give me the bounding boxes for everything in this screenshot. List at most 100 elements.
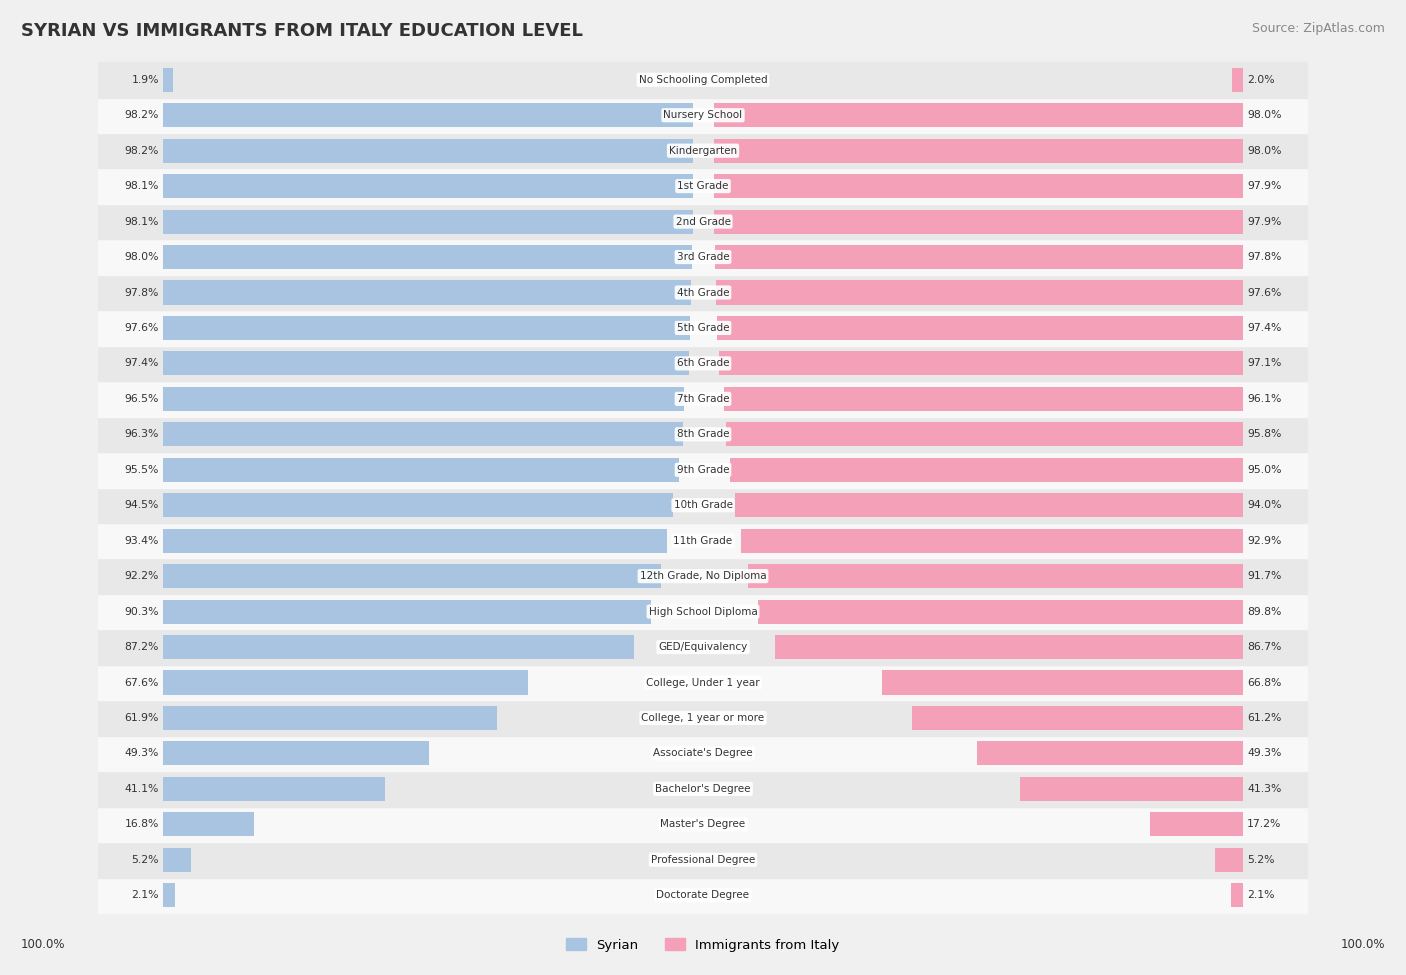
Text: 96.5%: 96.5% — [125, 394, 159, 404]
Text: 89.8%: 89.8% — [1247, 606, 1281, 616]
Bar — [98, 523, 1308, 559]
Bar — [775, 635, 1243, 659]
Bar — [98, 310, 1308, 346]
Bar — [714, 138, 1243, 163]
Text: 95.0%: 95.0% — [1247, 465, 1282, 475]
Text: 97.4%: 97.4% — [1247, 323, 1281, 332]
Bar — [98, 416, 1308, 452]
Bar — [98, 629, 1308, 665]
Bar — [163, 635, 634, 659]
Text: 98.1%: 98.1% — [125, 181, 159, 191]
Bar — [163, 883, 174, 908]
Text: 4th Grade: 4th Grade — [676, 288, 730, 297]
Text: 17.2%: 17.2% — [1247, 819, 1281, 830]
Bar — [730, 457, 1243, 482]
Bar — [163, 387, 685, 410]
Text: College, 1 year or more: College, 1 year or more — [641, 713, 765, 722]
Text: 94.5%: 94.5% — [125, 500, 159, 510]
Text: 11th Grade: 11th Grade — [673, 535, 733, 546]
Text: 97.1%: 97.1% — [1247, 359, 1281, 369]
Text: 98.0%: 98.0% — [1247, 110, 1282, 120]
Bar — [714, 210, 1243, 234]
Text: 5th Grade: 5th Grade — [676, 323, 730, 332]
Text: 96.3%: 96.3% — [125, 429, 159, 440]
Text: 10th Grade: 10th Grade — [673, 500, 733, 510]
Text: 5.2%: 5.2% — [1247, 855, 1275, 865]
Bar — [163, 245, 692, 269]
Text: 95.8%: 95.8% — [1247, 429, 1281, 440]
Text: Kindergarten: Kindergarten — [669, 145, 737, 156]
Bar — [1019, 777, 1243, 800]
Text: 90.3%: 90.3% — [124, 606, 159, 616]
Text: 12th Grade, No Diploma: 12th Grade, No Diploma — [640, 571, 766, 581]
Bar — [98, 275, 1308, 310]
Text: 49.3%: 49.3% — [1247, 749, 1281, 759]
Bar — [741, 528, 1243, 553]
Text: 95.5%: 95.5% — [125, 465, 159, 475]
Bar — [98, 346, 1308, 381]
Bar — [163, 600, 651, 624]
Bar — [912, 706, 1243, 730]
Bar — [735, 493, 1243, 518]
Text: 61.9%: 61.9% — [125, 713, 159, 722]
Bar — [98, 169, 1308, 204]
Text: 86.7%: 86.7% — [1247, 643, 1281, 652]
Text: 98.1%: 98.1% — [125, 216, 159, 226]
Text: 8th Grade: 8th Grade — [676, 429, 730, 440]
Text: 7th Grade: 7th Grade — [676, 394, 730, 404]
Bar — [98, 133, 1308, 169]
Bar — [98, 878, 1308, 913]
Text: 2nd Grade: 2nd Grade — [675, 216, 731, 226]
Bar — [163, 777, 385, 800]
Text: 1st Grade: 1st Grade — [678, 181, 728, 191]
Text: 97.8%: 97.8% — [1247, 253, 1281, 262]
Bar — [714, 175, 1243, 198]
Bar — [163, 422, 683, 447]
Text: 3rd Grade: 3rd Grade — [676, 253, 730, 262]
Text: 100.0%: 100.0% — [1340, 938, 1385, 951]
Text: 100.0%: 100.0% — [21, 938, 66, 951]
Text: 2.1%: 2.1% — [1247, 890, 1275, 900]
Bar — [725, 422, 1243, 447]
Text: 49.3%: 49.3% — [125, 749, 159, 759]
Bar — [98, 736, 1308, 771]
Text: 96.1%: 96.1% — [1247, 394, 1281, 404]
Text: 92.2%: 92.2% — [125, 571, 159, 581]
Text: Source: ZipAtlas.com: Source: ZipAtlas.com — [1251, 22, 1385, 35]
Bar — [716, 281, 1243, 304]
Legend: Syrian, Immigrants from Italy: Syrian, Immigrants from Italy — [561, 933, 845, 957]
Text: 91.7%: 91.7% — [1247, 571, 1281, 581]
Text: Doctorate Degree: Doctorate Degree — [657, 890, 749, 900]
Bar — [163, 741, 429, 765]
Text: 97.9%: 97.9% — [1247, 216, 1281, 226]
Text: 16.8%: 16.8% — [125, 819, 159, 830]
Text: 97.8%: 97.8% — [125, 288, 159, 297]
Text: GED/Equivalency: GED/Equivalency — [658, 643, 748, 652]
Bar — [718, 351, 1243, 375]
Text: 93.4%: 93.4% — [125, 535, 159, 546]
Bar — [163, 812, 254, 837]
Bar — [98, 806, 1308, 842]
Text: 94.0%: 94.0% — [1247, 500, 1282, 510]
Text: 41.3%: 41.3% — [1247, 784, 1281, 794]
Bar — [717, 316, 1243, 340]
Bar — [1215, 847, 1243, 872]
Text: 97.9%: 97.9% — [1247, 181, 1281, 191]
Bar — [1232, 883, 1243, 908]
Bar — [163, 457, 679, 482]
Text: 98.0%: 98.0% — [124, 253, 159, 262]
Text: Master's Degree: Master's Degree — [661, 819, 745, 830]
Text: 97.6%: 97.6% — [1247, 288, 1281, 297]
Bar — [98, 771, 1308, 806]
Text: 97.6%: 97.6% — [125, 323, 159, 332]
Bar — [98, 488, 1308, 523]
Text: 61.2%: 61.2% — [1247, 713, 1281, 722]
Bar — [163, 671, 529, 694]
Text: 66.8%: 66.8% — [1247, 678, 1281, 687]
Text: 5.2%: 5.2% — [131, 855, 159, 865]
Text: Bachelor's Degree: Bachelor's Degree — [655, 784, 751, 794]
Text: 97.4%: 97.4% — [125, 359, 159, 369]
Bar — [758, 600, 1243, 624]
Bar — [98, 842, 1308, 878]
Bar — [714, 103, 1243, 128]
